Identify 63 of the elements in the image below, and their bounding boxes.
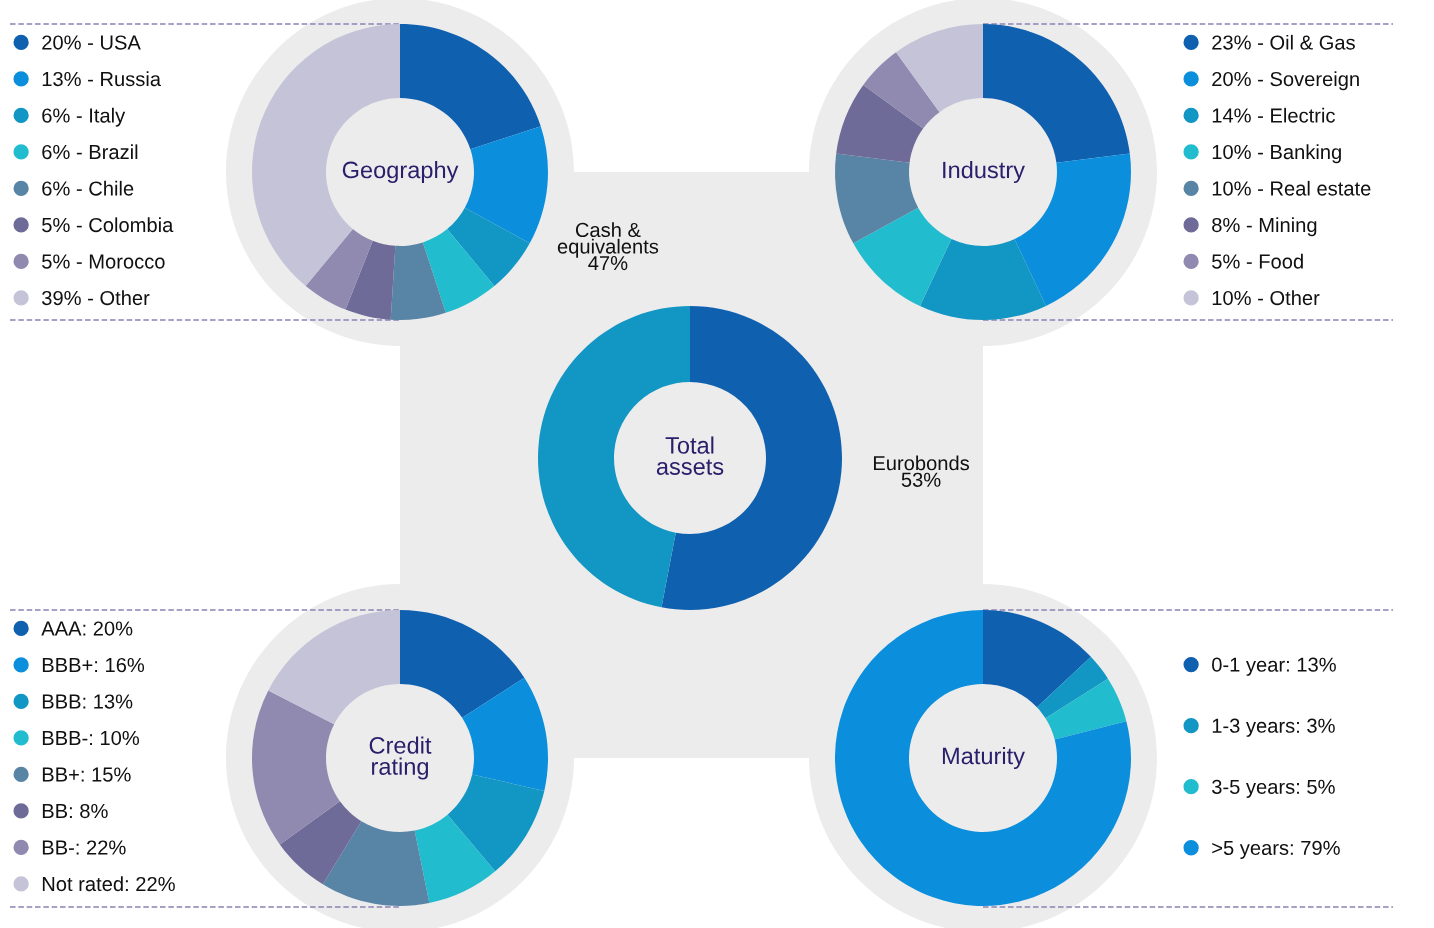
- legend-label: AAA: 20%: [41, 621, 133, 636]
- text: Credit rating: [369, 736, 432, 780]
- donut-slice: [400, 610, 525, 718]
- text: Industry: [943, 161, 1025, 184]
- legend-label: 10% - Banking: [1212, 144, 1341, 164]
- donut-slice: [919, 238, 1047, 320]
- donut-slice: [835, 153, 919, 244]
- slice-label: Cash & equivalents: [557, 222, 659, 258]
- donut-slice: [400, 24, 541, 150]
- legend-label: BBB-: 10%: [42, 730, 140, 746]
- legend-label: 8% - Mining: [1212, 217, 1317, 237]
- legend-label: 6% - Chile: [42, 180, 134, 196]
- text: Geography: [342, 161, 459, 184]
- donut-slice: [322, 821, 430, 906]
- donut-slice: [252, 690, 340, 845]
- donut-slice: [983, 24, 1130, 163]
- legend-label: BB+: 15%: [42, 767, 131, 782]
- legend-label: 6% - Italy: [42, 107, 126, 127]
- donut-slice: [835, 610, 1131, 906]
- donut-slice: [853, 207, 952, 306]
- donut-slice: [1045, 678, 1127, 740]
- legend-label: 14% - Electric: [1212, 107, 1335, 123]
- donut-slice: [414, 814, 496, 904]
- data-label: 53%: [901, 472, 941, 487]
- donut-slice: [896, 24, 983, 113]
- legend-label: Not rated: 22%: [42, 876, 175, 892]
- donut-slice: [464, 126, 548, 244]
- donut-slice: [390, 242, 446, 320]
- donut-slice: [462, 677, 548, 791]
- slice-label: Eurobonds: [873, 455, 970, 471]
- legend-label: 20% - USA: [42, 35, 141, 50]
- donut-slice: [422, 229, 495, 313]
- donut-slice: [836, 85, 924, 163]
- donut-slice: [447, 207, 530, 287]
- donut-slice: [983, 610, 1091, 708]
- donut-slice: [1036, 656, 1108, 719]
- data-label: 47%: [588, 256, 628, 271]
- donut-slice: [268, 610, 400, 725]
- legend-label: 5% - Colombia: [42, 217, 174, 233]
- legend-label: 13% - Russia: [42, 71, 162, 87]
- legend-label: BB: 8%: [42, 803, 108, 819]
- legend-label: 5% - Morocco: [42, 254, 165, 269]
- donut-slice: [279, 801, 362, 885]
- legend-label: 1-3 years: 3%: [1212, 718, 1335, 737]
- donut-slice: [863, 52, 940, 129]
- legend-label: 20% - Sovereign: [1212, 71, 1359, 91]
- legend-label: 23% - Oil & Gas: [1212, 34, 1355, 50]
- text: Total assets: [656, 436, 724, 475]
- legend-label: >5 years: 79%: [1212, 840, 1340, 859]
- donut-slice: [345, 240, 396, 320]
- legend-label: 0-1 year: 13%: [1212, 657, 1336, 676]
- legend-label: BBB+: 16%: [42, 657, 145, 673]
- legend-label: 6% - Brazil: [42, 144, 138, 160]
- legend-label: 39% - Other: [42, 290, 150, 306]
- legend-label: 10% - Other: [1212, 290, 1320, 306]
- donut-slice: [305, 229, 373, 310]
- donut-slice: [447, 774, 545, 872]
- legend-label: 5% - Food: [1212, 253, 1303, 269]
- legend-label: BBB: 13%: [42, 694, 133, 709]
- legend-label: 10% - Real estate: [1212, 180, 1371, 196]
- legend-label: BB-: 22%: [42, 840, 126, 855]
- text: Maturity: [942, 746, 1025, 770]
- legend-label: 3-5 years: 5%: [1212, 779, 1335, 798]
